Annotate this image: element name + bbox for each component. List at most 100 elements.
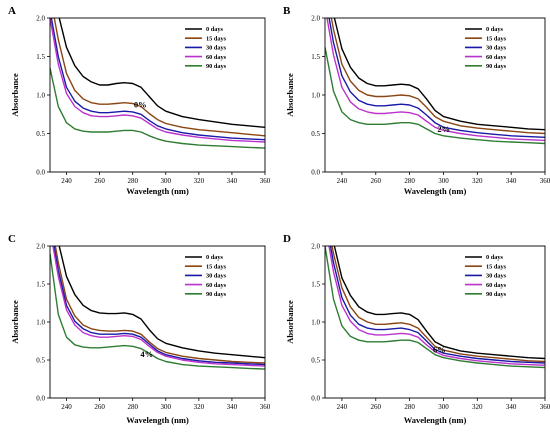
legend: 0 days 15 days 30 days 60 days 90 days xyxy=(185,26,227,70)
series-line-0-days xyxy=(333,246,545,360)
y-axis-label: Absorbance xyxy=(285,73,295,117)
series-line-90-days xyxy=(325,47,545,145)
y-tick-label: 0.0 xyxy=(311,395,320,403)
legend-label: 15 days xyxy=(206,35,227,42)
x-tick-label: 240 xyxy=(337,177,348,185)
legend-label: 0 days xyxy=(206,254,224,261)
x-axis-label: Wavelength (nm) xyxy=(404,415,467,425)
panel-letter: D xyxy=(283,233,291,245)
y-axis-label: Absorbance xyxy=(285,300,295,344)
y-tick-label: 2.0 xyxy=(311,15,320,23)
x-tick-label: 340 xyxy=(227,403,238,411)
series-line-30-days xyxy=(50,18,265,141)
x-tick-label: 240 xyxy=(61,177,72,185)
x-tick-label: 280 xyxy=(127,177,138,185)
series-line-0-days xyxy=(58,18,265,128)
series-group xyxy=(325,18,545,145)
y-tick-label: 2.0 xyxy=(36,15,45,23)
series-line-30-days xyxy=(329,246,545,364)
plot-frame xyxy=(49,17,266,173)
y-tick-label: 2.0 xyxy=(311,243,320,251)
legend-label: 90 days xyxy=(486,63,507,70)
x-tick-label: 260 xyxy=(94,177,105,185)
legend-label: 60 days xyxy=(486,54,507,61)
y-tick-label: 1.5 xyxy=(36,53,45,61)
x-tick-label: 360 xyxy=(540,177,550,185)
y-tick-label: 1.5 xyxy=(311,281,320,289)
y-tick-label: 1.0 xyxy=(311,92,320,100)
series-line-0-days xyxy=(333,18,545,131)
legend-label: 0 days xyxy=(206,26,224,33)
x-axis-label: Wavelength (nm) xyxy=(404,186,467,196)
plot-frame xyxy=(324,17,546,173)
x-tick-label: 360 xyxy=(260,177,271,185)
legend-label: 30 days xyxy=(206,45,227,52)
x-tick-label: 260 xyxy=(94,403,105,411)
y-tick-label: 2.0 xyxy=(36,243,45,251)
legend-label: 15 days xyxy=(206,263,227,270)
series-line-60-days xyxy=(50,18,265,143)
concentration-annotation: 2% xyxy=(437,124,450,134)
legend-label: 30 days xyxy=(206,273,227,280)
legend-label: 90 days xyxy=(206,291,227,298)
x-tick-label: 320 xyxy=(472,403,483,411)
concentration-annotation: 0% xyxy=(134,99,147,109)
x-tick-label: 300 xyxy=(161,403,172,411)
x-tick-label: 340 xyxy=(506,403,517,411)
series-line-90-days xyxy=(50,253,265,370)
y-tick-label: 0.5 xyxy=(311,130,320,138)
series-line-30-days xyxy=(328,18,545,138)
panel-letter: A xyxy=(8,5,16,17)
y-axis-label: Absorbance xyxy=(10,300,20,344)
x-tick-label: 320 xyxy=(194,403,205,411)
y-tick-label: 1.5 xyxy=(36,281,45,289)
y-tick-label: 0.0 xyxy=(36,169,45,177)
x-tick-label: 300 xyxy=(438,403,449,411)
y-tick-label: 1.0 xyxy=(311,319,320,327)
x-tick-label: 340 xyxy=(506,177,517,185)
y-tick-label: 0.0 xyxy=(36,395,45,403)
panel-b: B Absorbance Wavelength (nm) 240 260 280 300 32… xyxy=(283,5,550,196)
series-line-15-days xyxy=(54,246,265,364)
y-tick-label: 0.5 xyxy=(36,357,45,365)
series-line-60-days xyxy=(326,18,545,142)
legend: 0 days 15 days 30 days 60 days 90 days xyxy=(465,26,507,70)
x-tick-label: 240 xyxy=(61,403,72,411)
series-group xyxy=(50,18,265,149)
concentration-annotation: 6% xyxy=(433,344,446,354)
series-line-30-days xyxy=(53,246,265,366)
legend-label: 15 days xyxy=(486,263,507,270)
legend-label: 90 days xyxy=(206,63,227,70)
x-tick-label: 260 xyxy=(371,403,382,411)
series-line-15-days xyxy=(330,18,545,135)
series-line-90-days xyxy=(50,67,265,149)
series-group xyxy=(50,246,265,370)
x-axis-label: Wavelength (nm) xyxy=(126,415,189,425)
y-axis-label: Absorbance xyxy=(10,73,20,117)
legend-label: 60 days xyxy=(206,54,227,61)
x-tick-label: 320 xyxy=(472,177,483,185)
y-tick-label: 1.5 xyxy=(311,53,320,61)
x-tick-label: 280 xyxy=(404,403,415,411)
panel-a: A Absorbance Wavelength (nm) 240 260 280 300 32… xyxy=(8,5,271,196)
legend-label: 0 days xyxy=(486,254,504,261)
x-tick-label: 300 xyxy=(161,177,172,185)
panel-c: C Absorbance Wavelength (nm) 240 260 280 300 32… xyxy=(8,233,271,425)
x-tick-label: 300 xyxy=(438,177,449,185)
legend-label: 60 days xyxy=(206,282,227,289)
x-axis-label: Wavelength (nm) xyxy=(126,186,189,196)
x-tick-label: 260 xyxy=(371,177,382,185)
x-tick-label: 360 xyxy=(540,403,550,411)
x-tick-label: 280 xyxy=(127,403,138,411)
y-tick-label: 1.0 xyxy=(36,319,45,327)
x-tick-label: 320 xyxy=(194,177,205,185)
plot-frame xyxy=(49,245,266,399)
x-tick-label: 240 xyxy=(337,403,348,411)
series-line-15-days xyxy=(331,246,545,363)
y-tick-label: 0.0 xyxy=(311,169,320,177)
plot-frame xyxy=(324,245,546,399)
y-tick-label: 0.5 xyxy=(311,357,320,365)
legend-label: 0 days xyxy=(486,26,504,33)
legend-label: 60 days xyxy=(486,282,507,289)
